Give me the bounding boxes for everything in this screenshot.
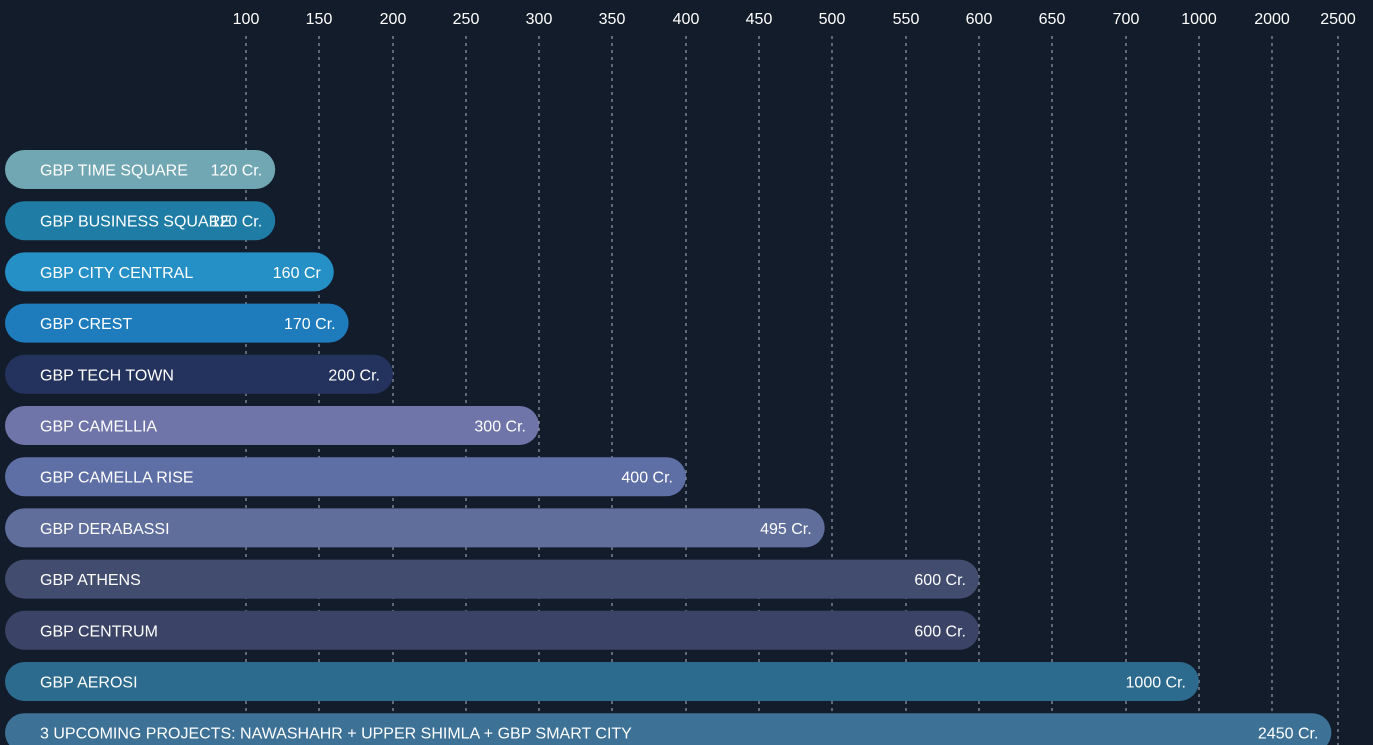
bar-group: 3 UPCOMING PROJECTS: NAWASHAHR + UPPER S… <box>5 713 1332 745</box>
bar-group: GBP AEROSI 1000 Cr. <box>5 662 1199 701</box>
bar-group: GBP CENTRUM 600 Cr. <box>5 610 979 650</box>
bar <box>5 508 825 548</box>
bar-label: GBP CREST <box>40 316 132 333</box>
x-tick-label: 550 <box>893 11 920 28</box>
bar-value-label: 160 Cr <box>273 265 322 282</box>
bar <box>5 457 686 497</box>
bar-value-label: 400 Cr. <box>621 470 673 487</box>
bar-value-label: 170 Cr. <box>284 316 336 333</box>
x-tick-label: 300 <box>526 11 553 28</box>
bar-value-label: 600 Cr. <box>914 623 966 640</box>
bar-label: GBP BUSINESS SQUARE <box>40 214 231 231</box>
x-tick-label: 150 <box>306 11 333 28</box>
bar-label: GBP ATHENS <box>40 572 141 589</box>
bars-layer: GBP TIME SQUARE 120 Cr.GBP BUSINESS SQUAR… <box>5 150 1332 745</box>
bar <box>5 662 1199 701</box>
bar <box>5 713 1332 745</box>
bar-group: GBP TIME SQUARE 120 Cr. <box>5 150 276 189</box>
x-tick-label: 500 <box>819 11 846 28</box>
x-tick-label: 100 <box>233 11 260 28</box>
x-axis-ticks: 100 150 200 250 300 350 400 450 500 550 600 650 700 1… <box>233 11 1356 28</box>
bar-value-label: 200 Cr. <box>328 367 380 384</box>
bar-group: GBP TECH TOWN 200 Cr. <box>5 354 393 394</box>
bar-value-label: 1000 Cr. <box>1126 675 1186 692</box>
x-tick-label: 2000 <box>1254 11 1290 28</box>
bar-value-label: 495 Cr. <box>760 521 812 538</box>
bar <box>5 252 334 292</box>
x-tick-label: 250 <box>453 11 480 28</box>
bar-label: GBP TIME SQUARE <box>40 163 188 180</box>
x-tick-label: 350 <box>599 11 626 28</box>
bar-label: GBP DERABASSI <box>40 521 170 538</box>
bar-label: GBP TECH TOWN <box>40 367 174 384</box>
x-tick-label: 400 <box>673 11 700 28</box>
bar <box>5 303 349 343</box>
x-tick-label: 200 <box>380 11 407 28</box>
bar-value-label: 120 Cr. <box>211 163 263 180</box>
bar-label: GBP CENTRUM <box>40 623 158 640</box>
bar-group: GBP CREST 170 Cr. <box>5 303 349 343</box>
x-tick-label: 600 <box>966 11 993 28</box>
x-tick-label: 1000 <box>1181 11 1217 28</box>
bar-group: GBP DERABASSI 495 Cr. <box>5 508 825 548</box>
bar-value-label: 120 Cr. <box>211 214 263 231</box>
x-tick-label: 2500 <box>1320 11 1356 28</box>
x-tick-label: 650 <box>1039 11 1066 28</box>
x-tick-label: 700 <box>1113 11 1140 28</box>
bar-value-label: 2450 Cr. <box>1258 726 1318 743</box>
bar <box>5 559 979 599</box>
bar <box>5 354 393 394</box>
bar-label: 3 UPCOMING PROJECTS: NAWASHAHR + UPPER S… <box>40 726 632 743</box>
bar-group: GBP CAMELLA RISE 400 Cr. <box>5 457 686 497</box>
bar <box>5 406 539 445</box>
bar <box>5 610 979 650</box>
bar-label: GBP CAMELLA RISE <box>40 470 194 487</box>
bar-group: GBP CITY CENTRAL 160 Cr <box>5 252 334 292</box>
bar-group: GBP ATHENS 600 Cr. <box>5 559 979 599</box>
bar-label: GBP CAMELLIA <box>40 419 157 436</box>
bar <box>5 201 276 241</box>
x-tick-label: 450 <box>746 11 773 28</box>
bar-label: GBP CITY CENTRAL <box>40 265 193 282</box>
bar-value-label: 600 Cr. <box>914 572 966 589</box>
bar <box>5 150 276 189</box>
bar-value-label: 300 Cr. <box>474 419 526 436</box>
bar-group: GBP CAMELLIA 300 Cr. <box>5 406 539 445</box>
bar-label: GBP AEROSI <box>40 675 138 692</box>
